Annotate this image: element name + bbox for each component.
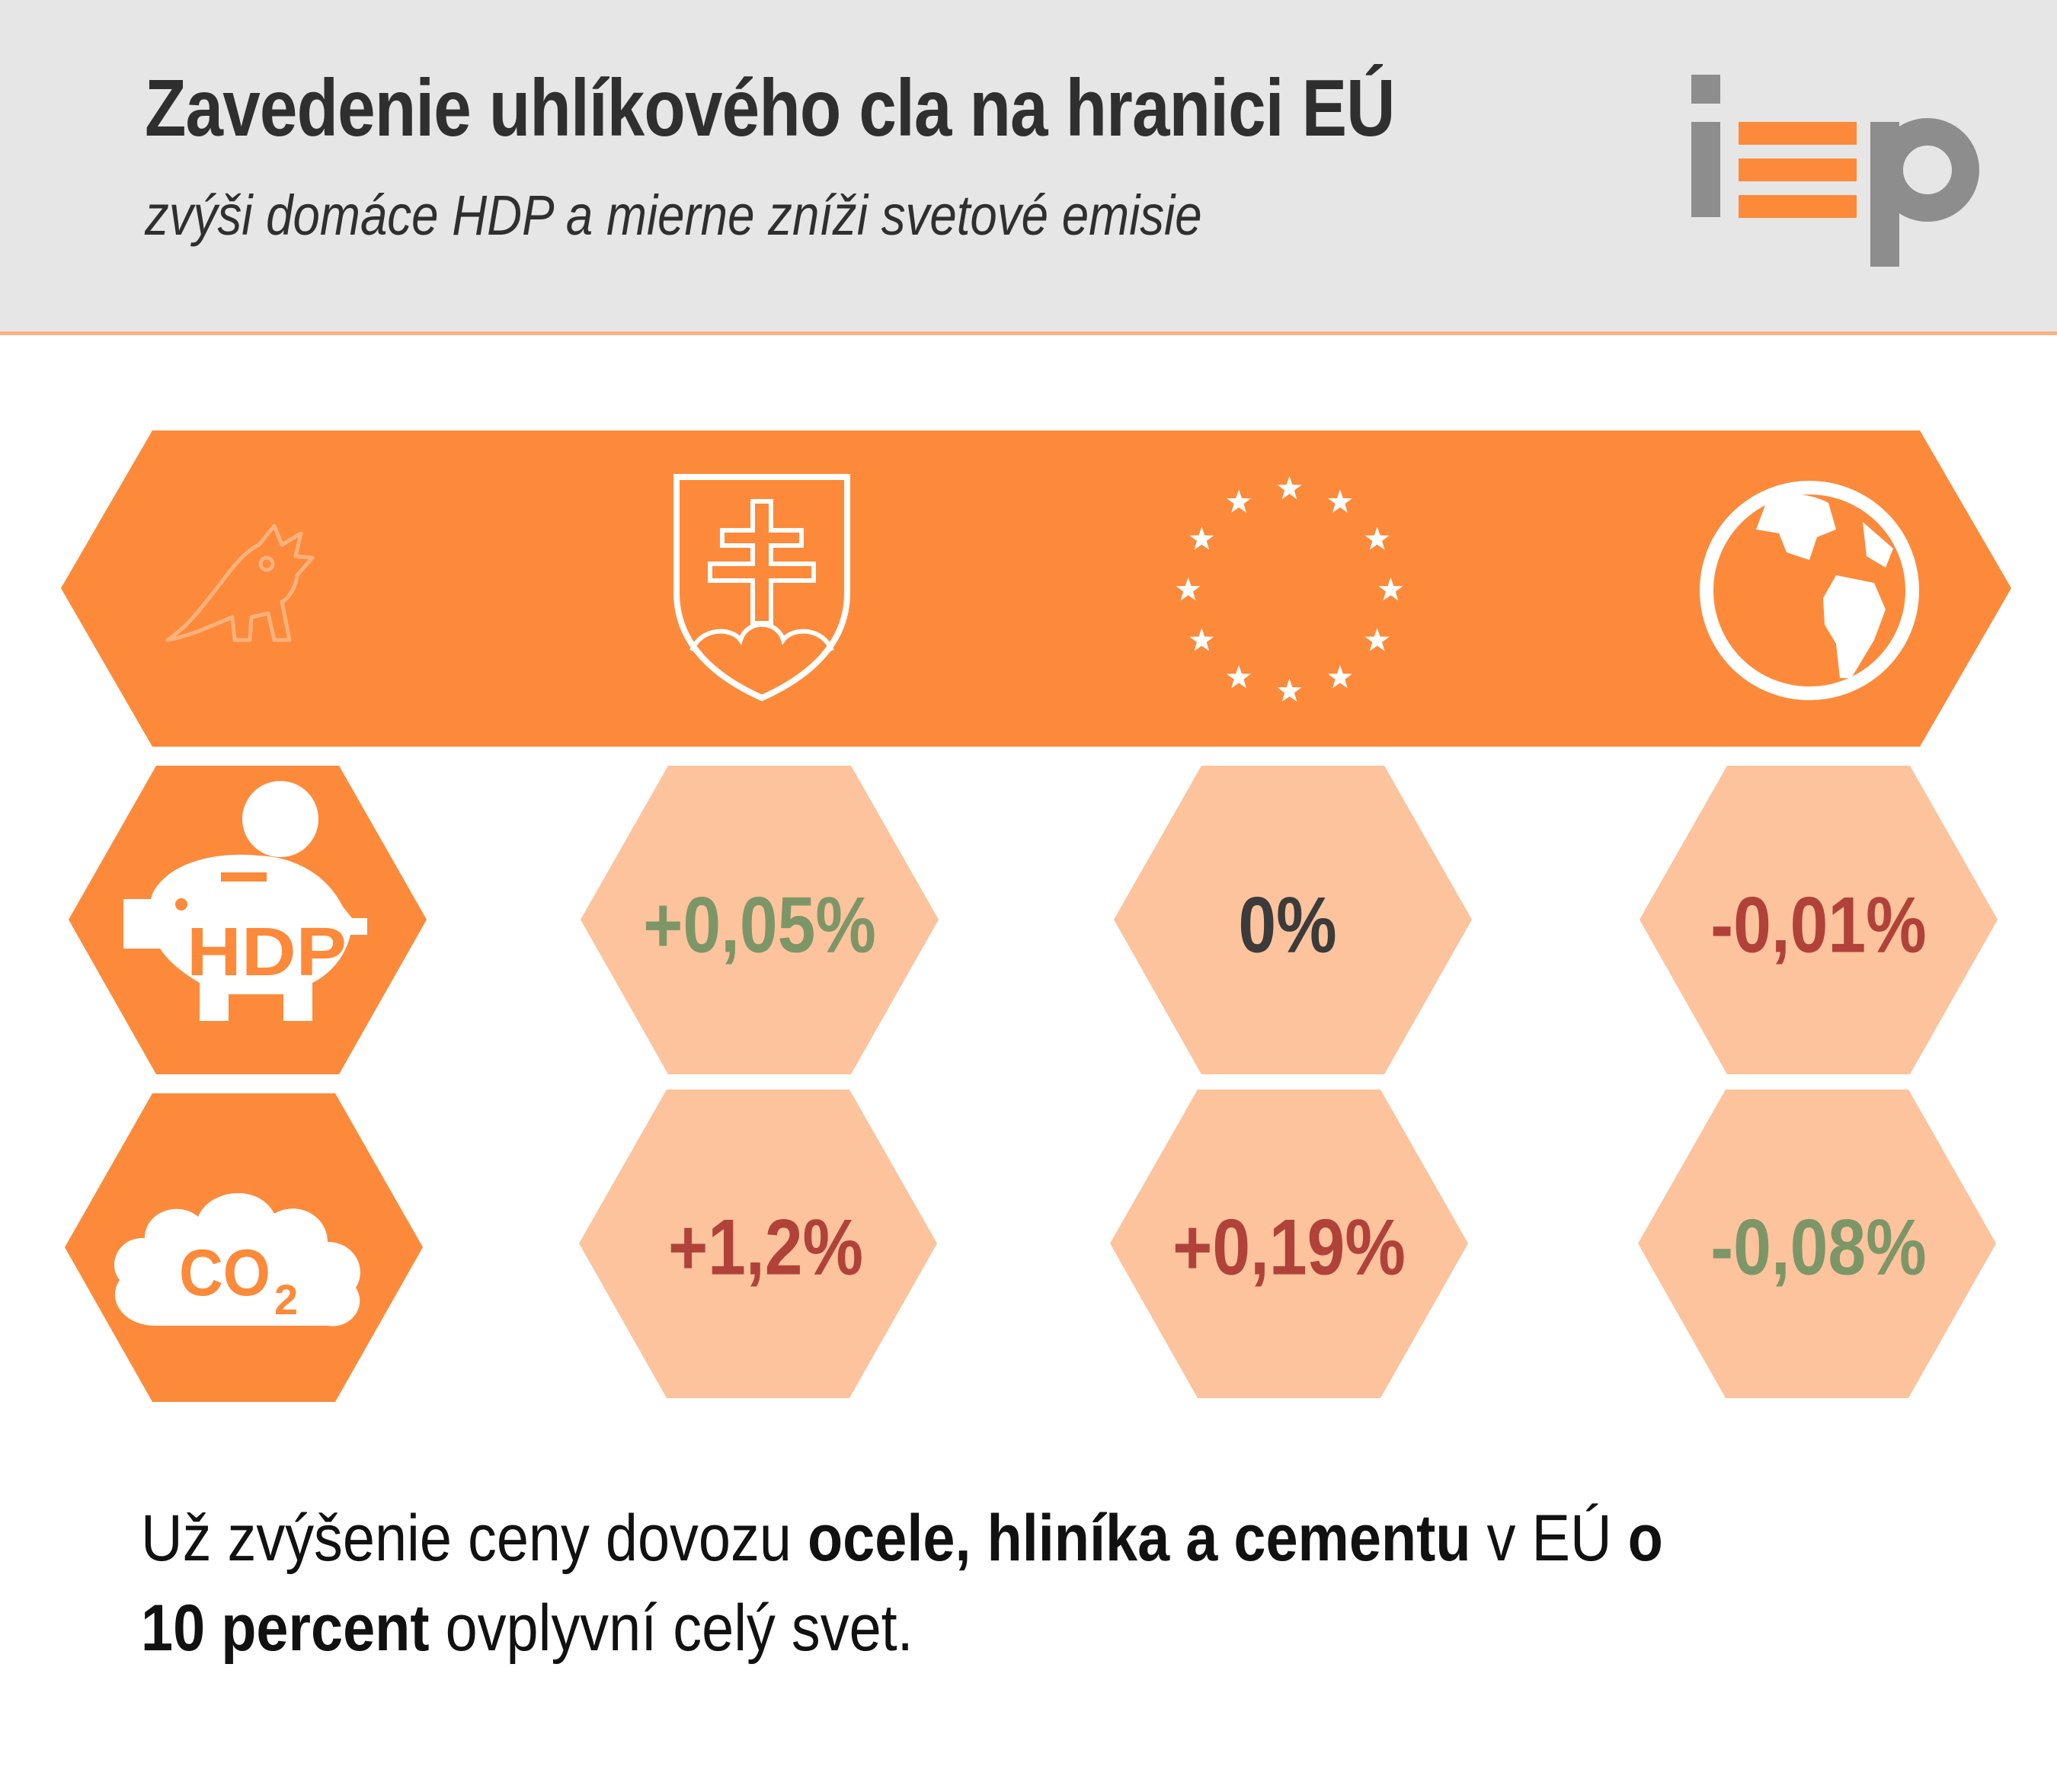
gdp-slovakia-value: +0,05% <box>643 881 876 970</box>
region-band <box>61 430 2011 747</box>
page-subtitle: zvýši domáce HDP a mierne zníži svetové … <box>145 184 1202 247</box>
dinosaur-icon <box>165 523 315 642</box>
piggy-bank-icon <box>123 781 367 1021</box>
footer-text: Už zvýšenie ceny dovozu ocele, hliníka a… <box>141 1493 1750 1673</box>
footer-bold-percent: 10 percent <box>141 1592 430 1665</box>
footer-bold: o <box>1627 1502 1663 1575</box>
co2-world-hex <box>1638 1090 1996 1398</box>
gdp-eu-value: 0% <box>1238 881 1337 970</box>
gdp-world-hex <box>1640 766 1998 1074</box>
footer-part: Už zvýšenie ceny dovozu <box>141 1502 808 1575</box>
co2-eu-value: +0,19% <box>1172 1203 1406 1292</box>
globe-icon <box>1700 481 1919 700</box>
gdp-row-header: HDP <box>69 766 427 1074</box>
co2-slovakia-value: +1,2% <box>667 1203 864 1292</box>
gdp-world-value: -0,01% <box>1710 881 1927 970</box>
footer-part: ovplyvní celý svet. <box>429 1592 913 1665</box>
co2-label-subscript: 2 <box>274 1275 298 1323</box>
gdp-eu-hex <box>1114 766 1472 1074</box>
cloud-icon <box>114 1192 360 1326</box>
co2-slovakia-hex <box>579 1090 937 1398</box>
gdp-label: HDP <box>187 914 347 990</box>
co2-row-header: CO 2 <box>65 1093 423 1402</box>
co2-label: CO <box>179 1237 270 1310</box>
co2-eu-hex <box>1110 1090 1468 1398</box>
slovak-coat-of-arms-icon <box>673 474 850 702</box>
page-title: Zavedenie uhlíkového cla na hranici EÚ <box>145 63 1395 153</box>
footer-bold-materials: ocele, hliníka a cementu <box>807 1502 1471 1575</box>
footer-part: v EÚ <box>1470 1502 1628 1575</box>
co2-world-value: -0,08% <box>1710 1203 1927 1292</box>
eu-stars-icon <box>1176 475 1403 702</box>
iep-logo <box>1691 75 1979 267</box>
gdp-slovakia-hex <box>581 766 939 1074</box>
header: Zavedenie uhlíkového cla na hranici EÚ z… <box>0 0 2057 335</box>
